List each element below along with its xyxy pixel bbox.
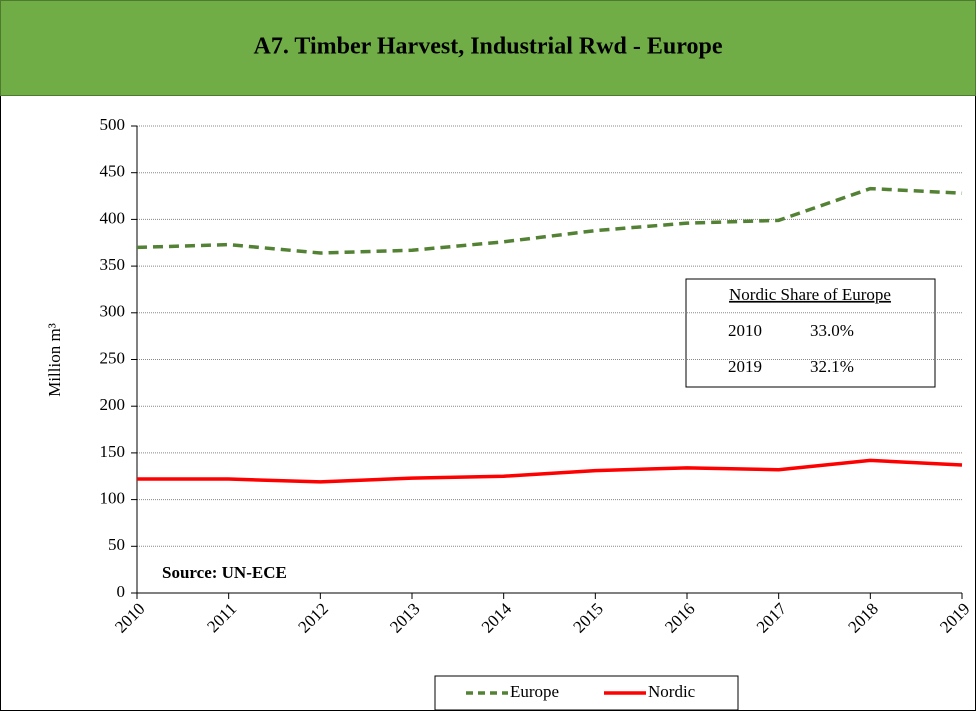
- inset-box: [685, 278, 936, 388]
- y-tick-label: 400: [100, 208, 126, 227]
- y-tick-label: 150: [100, 442, 126, 461]
- series-line: [136, 186, 963, 255]
- y-tick-label: 500: [100, 115, 126, 134]
- y-tick-label: 100: [100, 489, 126, 508]
- y-tick-label: 50: [108, 535, 125, 554]
- y-tick-label: 350: [100, 255, 126, 274]
- y-tick-label: 200: [100, 395, 126, 414]
- y-axis-label: Million m³: [45, 323, 64, 397]
- inset-title: Nordic Share of Europe: [729, 285, 891, 304]
- inset-share: 32.1%: [810, 357, 854, 376]
- y-tick-label: 0: [117, 582, 126, 601]
- y-tick-label: 450: [100, 162, 126, 181]
- legend-label: Europe: [510, 682, 559, 701]
- title-band: [0, 0, 976, 96]
- inset-share: 33.0%: [810, 321, 854, 340]
- y-tick-label: 250: [100, 348, 126, 367]
- inset-year: 2010: [728, 321, 762, 340]
- legend-box: [434, 675, 739, 711]
- series-line: [137, 458, 963, 484]
- inset-year: 2019: [728, 357, 762, 376]
- source: Source: UN-ECE: [162, 563, 287, 582]
- legend-label: Nordic: [648, 682, 696, 701]
- y-tick-label: 300: [100, 302, 126, 321]
- chart-title: A7. Timber Harvest, Industrial Rwd - Eur…: [254, 34, 723, 60]
